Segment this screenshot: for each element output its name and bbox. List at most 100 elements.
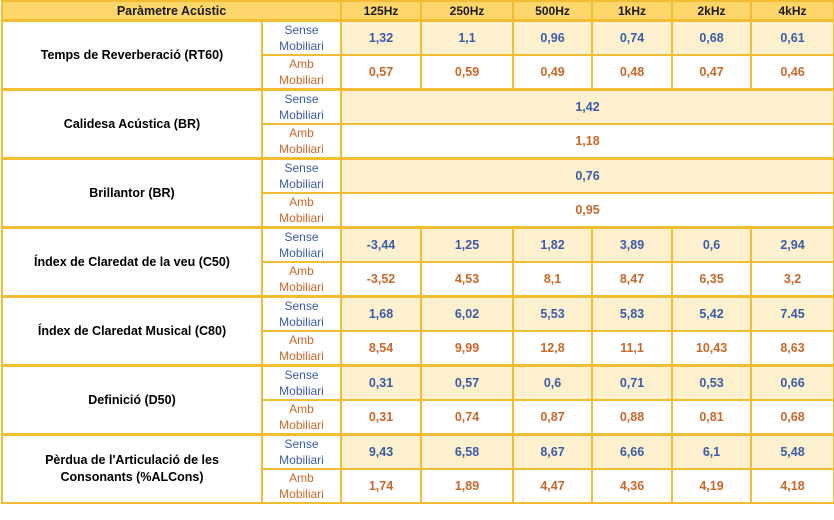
value-cell-amb: 3,2 <box>750 261 834 298</box>
value-cell-sense: 3,89 <box>591 226 674 263</box>
band-header-250hz: 250Hz <box>420 0 515 22</box>
condition-label-line: Mobiliari <box>279 418 324 432</box>
condition-label-line: Mobiliari <box>279 246 324 260</box>
parameter-name-line: Brillantor (BR) <box>89 185 175 200</box>
value-cell-amb: 0,49 <box>512 54 594 91</box>
value-cell-amb: 8,63 <box>750 330 834 367</box>
amb-mobiliari-label: Amb Mobiliari <box>260 330 343 367</box>
condition-label-line: Mobiliari <box>279 211 324 225</box>
value-cell-sense: 0,61 <box>750 19 834 56</box>
value-cell-amb: 4,36 <box>591 468 674 504</box>
value-cell-amb: 0,59 <box>420 54 515 91</box>
value-cell-sense: 0,31 <box>340 364 423 401</box>
value-cell-sense: 1,82 <box>512 226 594 263</box>
band-header-4khz: 4kHz <box>750 0 834 22</box>
condition-label-line: Sense <box>284 299 319 313</box>
condition-label-line: Mobiliari <box>279 315 324 329</box>
condition-label-line: Mobiliari <box>279 177 324 191</box>
condition-label-line: Mobiliari <box>279 349 324 363</box>
value-cell-sense: 5,48 <box>750 433 834 470</box>
condition-label-line: Amb <box>289 264 314 278</box>
value-cell-amb: 4,19 <box>671 468 753 504</box>
value-cell-sense: 6,02 <box>420 295 515 332</box>
sense-mobiliari-label: Sense Mobiliari <box>260 157 343 194</box>
value-cell-sense: 0,6 <box>512 364 594 401</box>
condition-label-line: Mobiliari <box>279 453 324 467</box>
value-cell-sense: 1,1 <box>420 19 515 56</box>
value-cell-amb: 0,87 <box>512 399 594 436</box>
value-cell-sense: 5,53 <box>512 295 594 332</box>
value-cell-sense: 0,74 <box>591 19 674 56</box>
condition-label-line: Sense <box>284 437 319 451</box>
amb-mobiliari-label: Amb Mobiliari <box>260 123 343 160</box>
parameter-name-line: Índex de Claredat de la veu (C50) <box>34 254 230 269</box>
table-row: Amb Mobiliari 0,57 0,59 0,49 0,48 0,47 0,46 <box>2 54 834 91</box>
value-cell-amb: 0,68 <box>750 399 834 436</box>
table-row: Amb Mobiliari 1,18 <box>2 123 834 160</box>
parameter-name-perdua-de-l-articulacio-de-les-consonants-alcons: Pèrdua de l'Articulació de les Consonants… <box>1 433 263 504</box>
value-cell-sense: 9,43 <box>340 433 423 470</box>
value-cell-sense: 5,42 <box>671 295 753 332</box>
parameter-name-index-de-claredat-musical-c80: Índex de Claredat Musical (C80) <box>1 295 263 367</box>
value-cell-amb: 0,31 <box>340 399 423 436</box>
condition-label-line: Amb <box>289 402 314 416</box>
value-cell-sense-spanning: 1,42 <box>340 88 834 125</box>
condition-label-line: Sense <box>284 23 319 37</box>
value-cell-amb: 11,1 <box>591 330 674 367</box>
band-header-500hz: 500Hz <box>512 0 594 22</box>
acoustic-parameters-table: Paràmetre Acústic 125Hz 250Hz 500Hz 1kHz… <box>0 0 834 504</box>
value-cell-amb: 4,18 <box>750 468 834 504</box>
sense-mobiliari-label: Sense Mobiliari <box>260 226 343 263</box>
parameter-name-definicio-d50: Definició (D50) <box>1 364 263 436</box>
condition-label-line: Mobiliari <box>279 280 324 294</box>
value-cell-sense: 6,66 <box>591 433 674 470</box>
condition-label-line: Amb <box>289 471 314 485</box>
value-cell-amb: 4,53 <box>420 261 515 298</box>
table-row: Amb Mobiliari 1,74 1,89 4,47 4,36 4,19 4,18 <box>2 468 834 504</box>
value-cell-sense: 1,32 <box>340 19 423 56</box>
value-cell-sense: 0,96 <box>512 19 594 56</box>
condition-label-line: Amb <box>289 57 314 71</box>
table-row: Pèrdua de l'Articulació de les Consonants… <box>1 433 834 504</box>
value-cell-amb: 0,46 <box>750 54 834 91</box>
amb-mobiliari-label: Amb Mobiliari <box>260 468 343 504</box>
table-row: Amb Mobiliari 0,95 <box>2 192 834 229</box>
value-cell-sense: 0,6 <box>671 226 753 263</box>
value-cell-sense: 6,58 <box>420 433 515 470</box>
condition-label-line: Mobiliari <box>279 487 324 501</box>
table-header-row: Paràmetre Acústic 125Hz 250Hz 500Hz 1kHz… <box>0 0 834 22</box>
sense-mobiliari-label: Sense Mobiliari <box>260 364 343 401</box>
value-cell-sense: 0,53 <box>671 364 753 401</box>
band-header-2khz: 2kHz <box>671 0 753 22</box>
value-cell-sense: 2,94 <box>750 226 834 263</box>
value-cell-amb: 9,99 <box>420 330 515 367</box>
value-cell-sense: 0,68 <box>671 19 753 56</box>
band-header-125hz: 125Hz <box>340 0 423 22</box>
value-cell-sense: 8,67 <box>512 433 594 470</box>
table-row: Brillantor (BR) Sense Mobiliari 0,76 <box>1 157 834 229</box>
value-cell-amb: 1,89 <box>420 468 515 504</box>
value-cell-sense: 7.45 <box>750 295 834 332</box>
parameter-name-line: Consonants (%ALCons) <box>60 470 204 484</box>
sense-mobiliari-label: Sense Mobiliari <box>260 433 343 470</box>
parameter-name-calidesa-acustica-br: Calidesa Acústica (BR) <box>1 88 263 160</box>
value-cell-amb: 0,47 <box>671 54 753 91</box>
amb-mobiliari-label: Amb Mobiliari <box>260 261 343 298</box>
table-row: Amb Mobiliari 0,31 0,74 0,87 0,88 0,81 0,68 <box>2 399 834 436</box>
table-row: Amb Mobiliari 8,54 9,99 12,8 11,1 10,43 8,63 <box>2 330 834 367</box>
parameter-name-line: Pèrdua de l'Articulació de les <box>45 453 219 467</box>
condition-label-line: Sense <box>284 92 319 106</box>
value-cell-sense: 1,25 <box>420 226 515 263</box>
table-row: Índex de Claredat Musical (C80) Sense Mobi… <box>1 295 834 367</box>
condition-label-line: Sense <box>284 230 319 244</box>
value-cell-sense: 0,71 <box>591 364 674 401</box>
value-cell-amb: 6,35 <box>671 261 753 298</box>
value-cell-amb: -3,52 <box>340 261 423 298</box>
condition-label-line: Mobiliari <box>279 384 324 398</box>
value-cell-amb: 0,74 <box>420 399 515 436</box>
condition-label-line: Amb <box>289 333 314 347</box>
value-cell-sense: 6,1 <box>671 433 753 470</box>
value-cell-sense-spanning: 0,76 <box>340 157 834 194</box>
value-cell-amb-spanning: 0,95 <box>340 192 834 229</box>
sense-mobiliari-label: Sense Mobiliari <box>260 295 343 332</box>
